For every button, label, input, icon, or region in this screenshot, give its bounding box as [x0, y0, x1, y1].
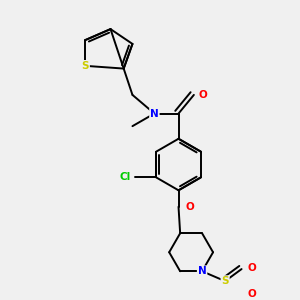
Text: O: O: [185, 202, 194, 212]
Text: N: N: [150, 109, 159, 118]
Text: Cl: Cl: [120, 172, 131, 182]
Text: O: O: [198, 90, 207, 100]
Text: O: O: [247, 289, 256, 299]
Text: N: N: [198, 266, 206, 276]
Text: O: O: [247, 263, 256, 273]
Text: S: S: [82, 61, 89, 71]
Text: S: S: [221, 276, 229, 286]
